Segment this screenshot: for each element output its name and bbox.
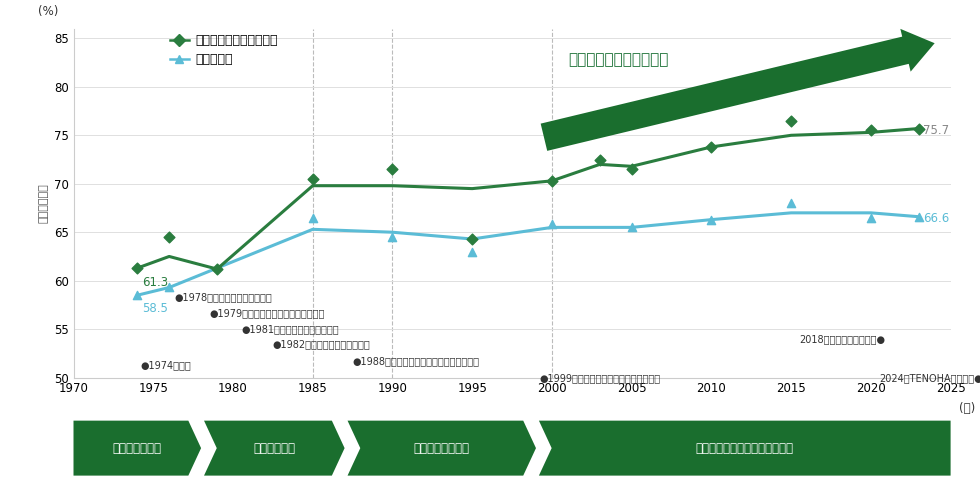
Text: ●1982：蛙科東急スキー場開業: ●1982：蛙科東急スキー場開業 (272, 339, 370, 349)
Point (704, 216, 719, 223)
Point (544, 221, 560, 228)
Point (910, 213, 926, 220)
Point (209, 265, 224, 273)
Point (384, 233, 400, 241)
Point (783, 117, 799, 125)
Text: 2024：TENOHA蛙科開業●: 2024：TENOHA蛙科開業● (879, 373, 980, 383)
Point (863, 127, 879, 134)
Text: 61.3: 61.3 (142, 276, 169, 289)
Text: ネイチャーポジティブへ: ネイチャーポジティブへ (567, 53, 668, 67)
Point (624, 165, 640, 173)
Text: ●1988：東急ハーヴェストクラブ蛙科開業: ●1988：東急ハーヴェストクラブ蛙科開業 (353, 356, 479, 366)
Legend: 東急リゾートタウン蛙科, 茨野市全域: 東急リゾートタウン蛙科, 茨野市全域 (168, 32, 280, 69)
Text: 75.7: 75.7 (923, 124, 950, 137)
Point (465, 235, 480, 243)
Text: 戦後木材需要期: 戦後木材需要期 (113, 442, 162, 455)
Point (544, 177, 560, 185)
Point (129, 292, 145, 299)
Text: 66.6: 66.6 (923, 212, 950, 225)
Text: 施設建設集中: 施設建設集中 (253, 442, 295, 455)
Text: (年): (年) (959, 402, 976, 415)
Text: 2018：森林経営計画策定●: 2018：森林経営計画策定● (799, 334, 885, 344)
Point (592, 156, 608, 163)
Polygon shape (541, 29, 935, 151)
Text: ●1978：第一期別荘地分譲開始: ●1978：第一期別荘地分譲開始 (174, 293, 271, 302)
Text: 別荘等の建設集中: 別荘等の建設集中 (414, 442, 469, 455)
Point (783, 199, 799, 207)
Point (863, 214, 879, 221)
Point (162, 233, 177, 241)
Text: 森林を保全しながらの事業成長: 森林を保全しながらの事業成長 (696, 442, 794, 455)
Point (384, 165, 400, 173)
Point (910, 125, 926, 132)
Text: 58.5: 58.5 (142, 302, 168, 315)
Text: ●1999：蛙科アネックス、鹿山の湯開業: ●1999：蛙科アネックス、鹿山の湯開業 (539, 373, 661, 383)
Text: (%): (%) (38, 5, 59, 18)
Point (162, 283, 177, 291)
Point (129, 264, 145, 272)
Point (624, 224, 640, 231)
Text: ●1979：ゴルフ場・テニスクラブ開業: ●1979：ゴルフ場・テニスクラブ開業 (209, 308, 324, 318)
Point (305, 214, 320, 221)
Text: ●1974：着工: ●1974：着工 (140, 360, 191, 370)
Y-axis label: 森林面積割合: 森林面積割合 (38, 183, 48, 223)
Point (704, 143, 719, 151)
Text: ●1981：東急蛙科リゾート開業: ●1981：東急蛙科リゾート開業 (241, 324, 338, 334)
Point (465, 248, 480, 255)
Point (305, 175, 320, 183)
